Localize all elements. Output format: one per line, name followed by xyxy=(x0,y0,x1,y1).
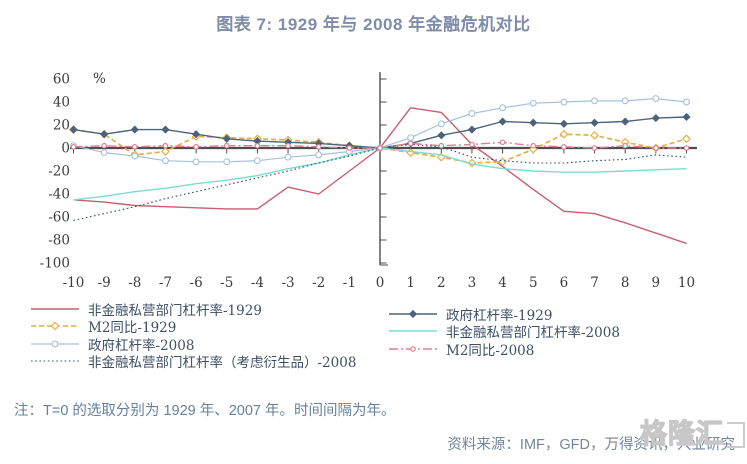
legend-label: 政府杠杆率-2008 xyxy=(88,337,195,354)
y-tick-label: -80 xyxy=(48,233,70,249)
x-tick-label: -5 xyxy=(220,275,233,291)
legend-label: 非金融私营部门杠杆率-1929 xyxy=(88,302,262,319)
chart-legend: 非金融私营部门杠杆率-1929 M2同比-1929 政府杠杆率-2008 非金融私营部… xyxy=(30,300,739,371)
x-tick-label: 7 xyxy=(590,275,599,291)
x-tick-label: 5 xyxy=(529,275,538,291)
legend-label: 非金融私营部门杠杆率-2008 xyxy=(446,325,620,342)
legend-label: M2同比-2008 xyxy=(446,342,535,359)
legend-item-private_deriv_2008: 非金融私营部门杠杆率（考虑衍生品）-2008 xyxy=(30,353,388,371)
legend-column-2: 政府杠杆率-1929 非金融私营部门杠杆率-2008 M2同比-2008 xyxy=(388,305,739,359)
x-tick-label: -9 xyxy=(98,275,111,291)
x-tick-label: 4 xyxy=(498,275,507,291)
series-private_deriv_2008 xyxy=(73,143,687,221)
x-tick-label: 3 xyxy=(468,275,477,291)
y-tick-label: 20 xyxy=(53,118,70,134)
x-tick-label: -4 xyxy=(251,275,264,291)
y-tick-label: -20 xyxy=(48,164,70,180)
legend-swatch-private_2008 xyxy=(389,330,437,332)
legend-item-gov_1929: 政府杠杆率-1929 xyxy=(388,305,739,324)
x-tick-label: 2 xyxy=(437,275,446,291)
watermark-logo: 格隆汇 xyxy=(639,419,745,449)
x-tick-label: -8 xyxy=(128,275,141,291)
x-tick-label: 10 xyxy=(678,275,695,291)
legend-label: 政府杠杆率-1929 xyxy=(446,307,553,324)
y-tick-label: 60 xyxy=(53,72,70,88)
x-tick-label: 6 xyxy=(560,275,569,291)
legend-label: M2同比-1929 xyxy=(88,320,177,337)
legend-swatch-private_1929 xyxy=(31,308,79,310)
legend-column-1: 非金融私营部门杠杆率-1929 M2同比-1929 政府杠杆率-2008 非金融私营部… xyxy=(30,300,388,371)
x-tick-label: -6 xyxy=(190,275,203,291)
y-axis: 60 40 20 0 -20 -40 -60 -80 -100% xyxy=(40,71,388,272)
series-m2_2008 xyxy=(70,139,690,151)
legend-item-m2_2008: M2同比-2008 xyxy=(388,340,739,359)
y-tick-label: -60 xyxy=(48,210,70,226)
x-tick-label: 0 xyxy=(376,275,385,291)
legend-swatch-m2_2008 xyxy=(389,345,437,352)
y-tick-label: -100 xyxy=(40,256,70,272)
x-tick-label: 9 xyxy=(652,275,661,291)
x-tick-label: -10 xyxy=(63,275,85,291)
y-tick-label: 40 xyxy=(53,95,70,111)
source-text: 资料来源：IMF，GFD，万得资讯，兴业研究 xyxy=(447,437,735,453)
x-tick-label: 1 xyxy=(406,275,415,291)
legend-item-gov_2008: 政府杠杆率-2008 xyxy=(30,335,388,354)
legend-item-private_1929: 非金融私营部门杠杆率-1929 xyxy=(30,300,388,319)
legend-item-m2_1929: M2同比-1929 xyxy=(30,318,388,336)
legend-label: 非金融私营部门杠杆率（考虑衍生品）-2008 xyxy=(88,355,357,372)
y-tick-label: -40 xyxy=(48,187,70,203)
legend-swatch-gov_2008 xyxy=(31,340,79,348)
y-axis-unit-label: % xyxy=(93,71,106,87)
footnote: 注：T=0 的选取分别为 1929 年、2007 年。时间间隔为年。 xyxy=(14,403,396,419)
legend-swatch-gov_1929 xyxy=(389,309,437,318)
watermark-bracket-icon xyxy=(727,421,745,448)
chart-title: 图表 7: 1929 年与 2008 年金融危机对比 xyxy=(216,15,531,34)
x-tick-label: -2 xyxy=(312,275,325,291)
y-tick-label: 0 xyxy=(61,141,70,157)
x-tick-label: -7 xyxy=(159,275,172,291)
legend-item-private_2008: 非金融私营部门杠杆率-2008 xyxy=(388,323,739,341)
x-tick-label: 8 xyxy=(621,275,630,291)
x-tick-label: -1 xyxy=(343,275,356,291)
legend-swatch-m2_1929 xyxy=(31,321,79,331)
watermark-text: 格隆汇 xyxy=(639,419,724,449)
x-tick-label: -3 xyxy=(281,275,294,291)
legend-swatch-private_deriv_2008 xyxy=(31,360,79,362)
